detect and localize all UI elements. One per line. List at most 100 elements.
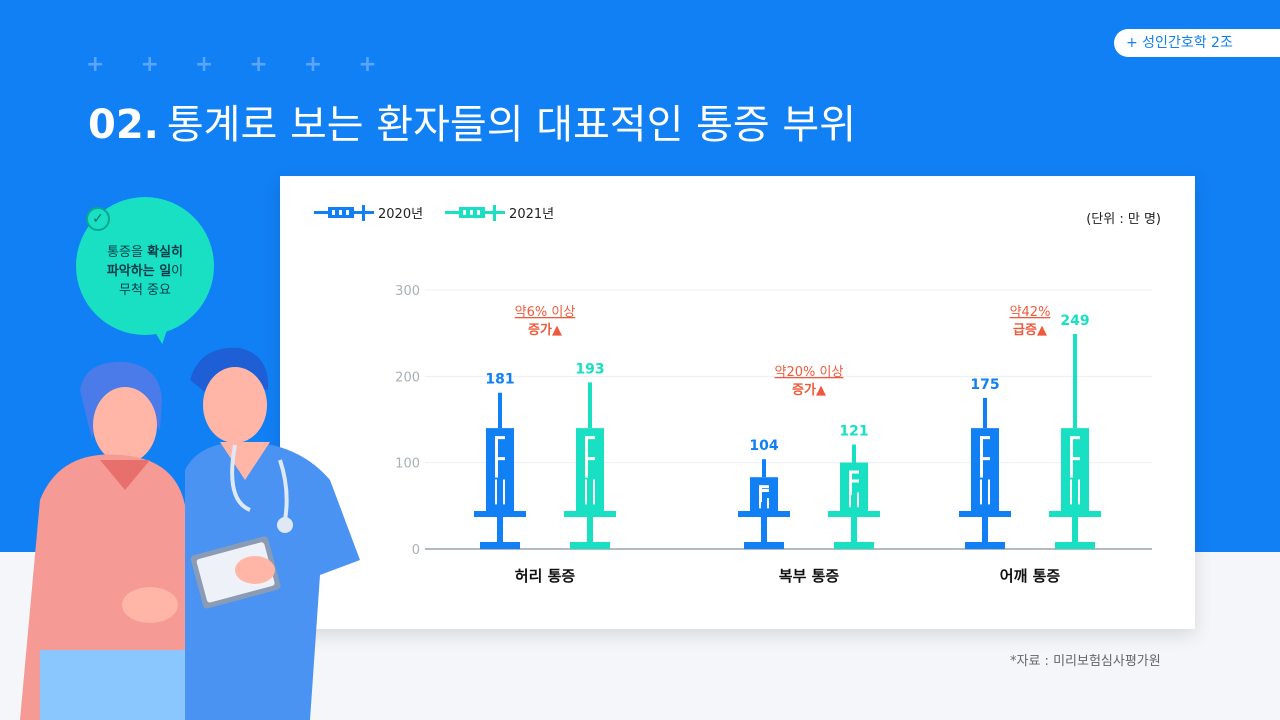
bubble-text: 무척 중요 bbox=[119, 283, 171, 298]
syringe-needle bbox=[762, 459, 766, 478]
syringe-mark bbox=[585, 479, 587, 505]
plus-icon: + bbox=[140, 52, 159, 77]
syringe-plunger bbox=[982, 517, 988, 543]
syringe-mark bbox=[759, 489, 769, 493]
y-tick-label: 0 bbox=[412, 543, 420, 558]
unit-label: (단위 : 만 명) bbox=[1086, 212, 1161, 227]
syringe-mark bbox=[980, 457, 990, 461]
syringe-flange bbox=[1049, 511, 1101, 517]
syringe-icon bbox=[314, 204, 374, 221]
nurse-face bbox=[203, 367, 267, 443]
patient-face bbox=[93, 387, 157, 463]
syringe-plunger-head bbox=[965, 542, 1005, 549]
annotation-line1: 약20% 이상 bbox=[775, 365, 844, 380]
syringe-mark bbox=[585, 436, 595, 440]
syringe-flange bbox=[828, 511, 880, 517]
annotation-line2: 증가▲ bbox=[792, 383, 826, 398]
syringe-mark bbox=[503, 479, 505, 505]
syringe-mark bbox=[849, 470, 852, 495]
syringe-flange bbox=[738, 511, 790, 517]
syringe-plunger-head bbox=[480, 542, 520, 549]
legend-item-2020: 2020년 bbox=[314, 203, 423, 222]
plus-icon: + bbox=[249, 52, 268, 77]
syringe-mark bbox=[767, 498, 769, 509]
syringe-mark bbox=[1078, 479, 1080, 505]
x-category-label: 복부 통증 bbox=[779, 567, 840, 585]
syringe-plunger-head bbox=[744, 542, 784, 549]
data-label: 121 bbox=[839, 424, 868, 440]
data-label: 249 bbox=[1060, 313, 1089, 329]
stethoscope-bell bbox=[277, 517, 293, 533]
syringe-plunger bbox=[1072, 517, 1078, 543]
syringe-icon bbox=[445, 204, 506, 221]
syringe-flange bbox=[959, 511, 1011, 517]
syringe-mark bbox=[759, 485, 769, 489]
bubble-text-bold: 확실히 bbox=[147, 245, 183, 260]
plus-icon: + bbox=[86, 52, 105, 77]
syringe-plunger-head bbox=[1055, 542, 1095, 549]
legend-label: 2021년 bbox=[509, 207, 555, 222]
y-tick-label: 200 bbox=[395, 370, 420, 385]
syringe-mark bbox=[849, 479, 859, 483]
syringe-barrel bbox=[971, 428, 999, 511]
y-tick-label: 300 bbox=[395, 284, 420, 299]
syringe-needle bbox=[498, 392, 502, 429]
syringe-plunger bbox=[587, 517, 593, 543]
data-label: 175 bbox=[970, 377, 999, 393]
annotation-line1: 약6% 이상 bbox=[515, 305, 576, 320]
syringe-mark bbox=[849, 470, 859, 474]
syringe-mark bbox=[849, 492, 851, 508]
nurse-hand bbox=[235, 556, 275, 584]
syringe-mark bbox=[593, 479, 595, 505]
syringe-mark bbox=[857, 492, 859, 508]
check-icon: ✓ bbox=[86, 207, 110, 231]
syringe-mark bbox=[585, 436, 588, 478]
syringe-barrel bbox=[486, 428, 514, 511]
syringe-mark bbox=[759, 498, 761, 509]
annotation-line2: 증가▲ bbox=[528, 323, 562, 338]
syringe-barrel bbox=[840, 462, 868, 511]
syringe-plunger bbox=[851, 517, 857, 543]
syringe-barrel bbox=[750, 477, 778, 511]
syringe-plunger bbox=[761, 517, 767, 543]
chart-card: 2020년 2021년 (단위 : 만 명) 0 100 200 300 허리 통증 18… bbox=[280, 176, 1195, 629]
title-number: 02. bbox=[88, 102, 159, 148]
syringe-mark bbox=[1070, 436, 1080, 440]
syringe-plunger-head bbox=[570, 542, 610, 549]
syringe-mark bbox=[980, 436, 990, 440]
syringe-needle bbox=[983, 397, 987, 429]
bubble-text-bold: 파악하는 일 bbox=[106, 264, 172, 279]
syringe-needle bbox=[1073, 334, 1077, 429]
syringe-mark bbox=[980, 436, 983, 478]
syringe-mark bbox=[1070, 436, 1073, 478]
syringe-plunger-head bbox=[834, 542, 874, 549]
annotation-line2: 급증▲ bbox=[1013, 323, 1047, 338]
syringe-mark bbox=[495, 457, 505, 461]
syringe-mark bbox=[980, 479, 982, 505]
syringe-mark bbox=[1070, 457, 1080, 461]
plus-icon: + bbox=[194, 52, 214, 77]
syringe-mark bbox=[1070, 479, 1072, 505]
syringe-mark bbox=[495, 436, 505, 440]
syringe-mark bbox=[585, 457, 595, 461]
legend-item-2021: 2021년 bbox=[445, 203, 554, 222]
syringe-mark bbox=[759, 485, 762, 503]
syringe-plunger bbox=[497, 517, 503, 543]
chart-legend: 2020년 2021년 bbox=[314, 203, 554, 222]
data-label: 193 bbox=[575, 361, 604, 377]
bubble-text: 이 bbox=[171, 264, 184, 279]
patient-hand bbox=[122, 587, 178, 623]
syringe-flange bbox=[474, 511, 526, 517]
patient-nurse-illustration bbox=[20, 347, 360, 720]
syringe-barrel bbox=[576, 428, 604, 511]
patient-collar bbox=[100, 460, 150, 490]
syringe-barrel bbox=[1061, 428, 1089, 511]
page-title: 02. 통계로 보는 환자들의 대표적인 통증 부위 bbox=[88, 92, 856, 150]
stethoscope-icon bbox=[230, 444, 289, 521]
annotation-line1: 약42% bbox=[1010, 305, 1051, 320]
legend-label: 2020년 bbox=[378, 207, 424, 222]
decorative-plus-row: + + + + + + bbox=[86, 52, 377, 77]
syringe-mark bbox=[495, 436, 498, 478]
source-note: *자료 : 미리보험심사평가원 bbox=[1010, 654, 1161, 669]
